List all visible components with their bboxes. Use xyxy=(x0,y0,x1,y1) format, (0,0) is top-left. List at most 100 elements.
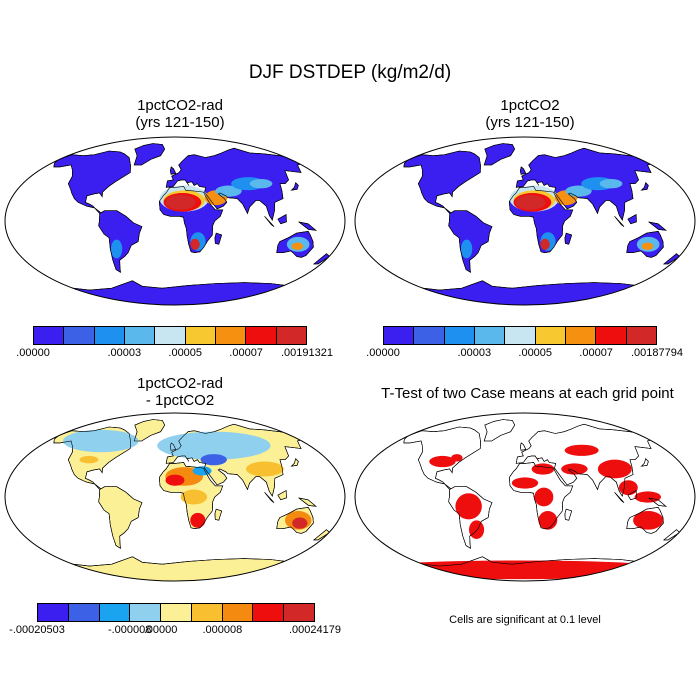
land-antarctica xyxy=(407,280,643,305)
panel-title-1-line1: 1pctCO2-rad xyxy=(137,97,223,114)
dust-region xyxy=(540,238,550,250)
colorbar-swatch xyxy=(99,603,131,622)
colorbar-tick-label: .00007 xyxy=(229,347,263,359)
colorbar-panel-3 xyxy=(37,603,316,622)
panel-title-1: 1pctCO2-rad (yrs 121-150) xyxy=(55,97,305,131)
significant-region xyxy=(561,463,588,475)
land-antarctica xyxy=(57,556,293,581)
colorbar-swatch xyxy=(284,603,316,622)
map-content xyxy=(53,143,331,305)
dust-region xyxy=(110,239,123,259)
significant-region xyxy=(618,480,638,496)
panel-title-2-line1: 1pctCO2 xyxy=(500,97,560,114)
dust-region xyxy=(460,239,473,259)
significant-region xyxy=(429,455,456,468)
panel-title-3-line1: 1pctCO2-rad xyxy=(137,375,223,392)
colorbar-tick-label: .00000 xyxy=(16,347,50,359)
panel-title-1-line2: (yrs 121-150) xyxy=(135,114,225,131)
coastline-nz xyxy=(663,253,681,265)
land-newguinea xyxy=(648,221,667,231)
coastline-samerica xyxy=(448,486,493,549)
coastline-madagascar xyxy=(564,232,573,245)
colorbar-tick-label: .00005 xyxy=(168,347,203,359)
coastline-madagascar xyxy=(564,508,573,521)
coastline-indonesia2 xyxy=(627,213,637,225)
dust-region xyxy=(165,194,196,210)
significance-note: Cells are significant at 0.1 level xyxy=(449,614,601,626)
colorbar-swatch xyxy=(444,326,475,345)
significant-region xyxy=(451,454,463,462)
coastline-greenland xyxy=(483,143,516,166)
map-panel-2 xyxy=(354,136,696,306)
dust-region xyxy=(291,242,304,250)
colorbar-swatch xyxy=(383,326,415,345)
colorbar-swatch xyxy=(222,603,254,622)
colorbar-tick-label: .000008 xyxy=(202,624,243,636)
land-namerica xyxy=(53,150,131,214)
coastline-africa xyxy=(508,462,574,530)
colorbar-tick-label: .00003 xyxy=(457,347,492,359)
colorbar-swatch xyxy=(565,326,597,345)
coastline-australia xyxy=(276,506,314,534)
colorbar-swatch xyxy=(505,326,536,345)
coastline-samerica xyxy=(98,210,143,273)
panel-title-3: 1pctCO2-rad - 1pctCO2 xyxy=(55,375,305,409)
diff-region xyxy=(192,466,212,476)
map-panel-1 xyxy=(4,136,346,306)
diff-region xyxy=(292,517,308,529)
coastline-newguinea xyxy=(648,221,667,231)
colorbar-tick-label: .00000 xyxy=(366,347,400,359)
coastline-japan xyxy=(640,182,649,191)
coastline-greenland xyxy=(483,419,516,442)
coastline-japan xyxy=(290,182,299,191)
land-namerica xyxy=(403,150,481,214)
coastline-samerica xyxy=(448,210,493,273)
significant-region xyxy=(538,511,558,530)
coastline-australia xyxy=(626,506,664,534)
coastline-australia xyxy=(626,230,664,258)
coastline-madagascar xyxy=(214,508,223,521)
map-content xyxy=(53,419,331,581)
colorbar-panel-1 xyxy=(33,326,307,345)
colorbar-swatch xyxy=(124,326,156,345)
map-panel-3 xyxy=(4,412,346,582)
colorbar-tick-label: .00003 xyxy=(107,347,142,359)
colorbar-swatch xyxy=(535,326,566,345)
colorbar-swatch xyxy=(474,326,506,345)
coastline-eurasia xyxy=(165,147,306,221)
land-greenland xyxy=(133,419,166,442)
coastline-japan xyxy=(640,458,649,467)
coastline-uk xyxy=(169,442,177,451)
panel-title-2: 1pctCO2 (yrs 121-150) xyxy=(405,97,655,131)
colorbar-swatch xyxy=(33,326,65,345)
coastline-indonesia1 xyxy=(264,492,275,503)
diff-region xyxy=(180,489,208,505)
coastline-uk xyxy=(169,166,177,175)
land-samerica xyxy=(448,210,493,273)
significant-region xyxy=(455,493,482,520)
coastline-namerica xyxy=(53,426,131,490)
diff-region xyxy=(157,431,271,460)
coastline-indonesia1 xyxy=(264,216,275,227)
diff-region xyxy=(62,429,139,453)
significant-region xyxy=(534,487,554,507)
colorbar-tick-label: .00191321 xyxy=(281,347,333,359)
map-content xyxy=(403,143,681,305)
diff-region xyxy=(200,454,227,466)
coastline-uk xyxy=(519,166,527,175)
coastline-samerica xyxy=(98,486,143,549)
colorbar-tick-label: .00007 xyxy=(579,347,613,359)
land-antarctica xyxy=(57,280,293,305)
land-newguinea xyxy=(298,497,317,507)
coastline-africa xyxy=(158,186,224,254)
panel-title-3-line2: - 1pctCO2 xyxy=(145,392,215,409)
colorbar-swatch xyxy=(191,603,223,622)
coastline-eurasia xyxy=(515,423,656,497)
coastline-namerica xyxy=(403,426,481,490)
map-content xyxy=(358,419,681,581)
coastline-africa xyxy=(508,186,574,254)
dust-region xyxy=(249,179,273,189)
colorbar-swatch xyxy=(68,603,100,622)
colorbar-swatch xyxy=(596,326,627,345)
figure-title: DJF DSTDEP (kg/m2/d) xyxy=(248,62,452,83)
